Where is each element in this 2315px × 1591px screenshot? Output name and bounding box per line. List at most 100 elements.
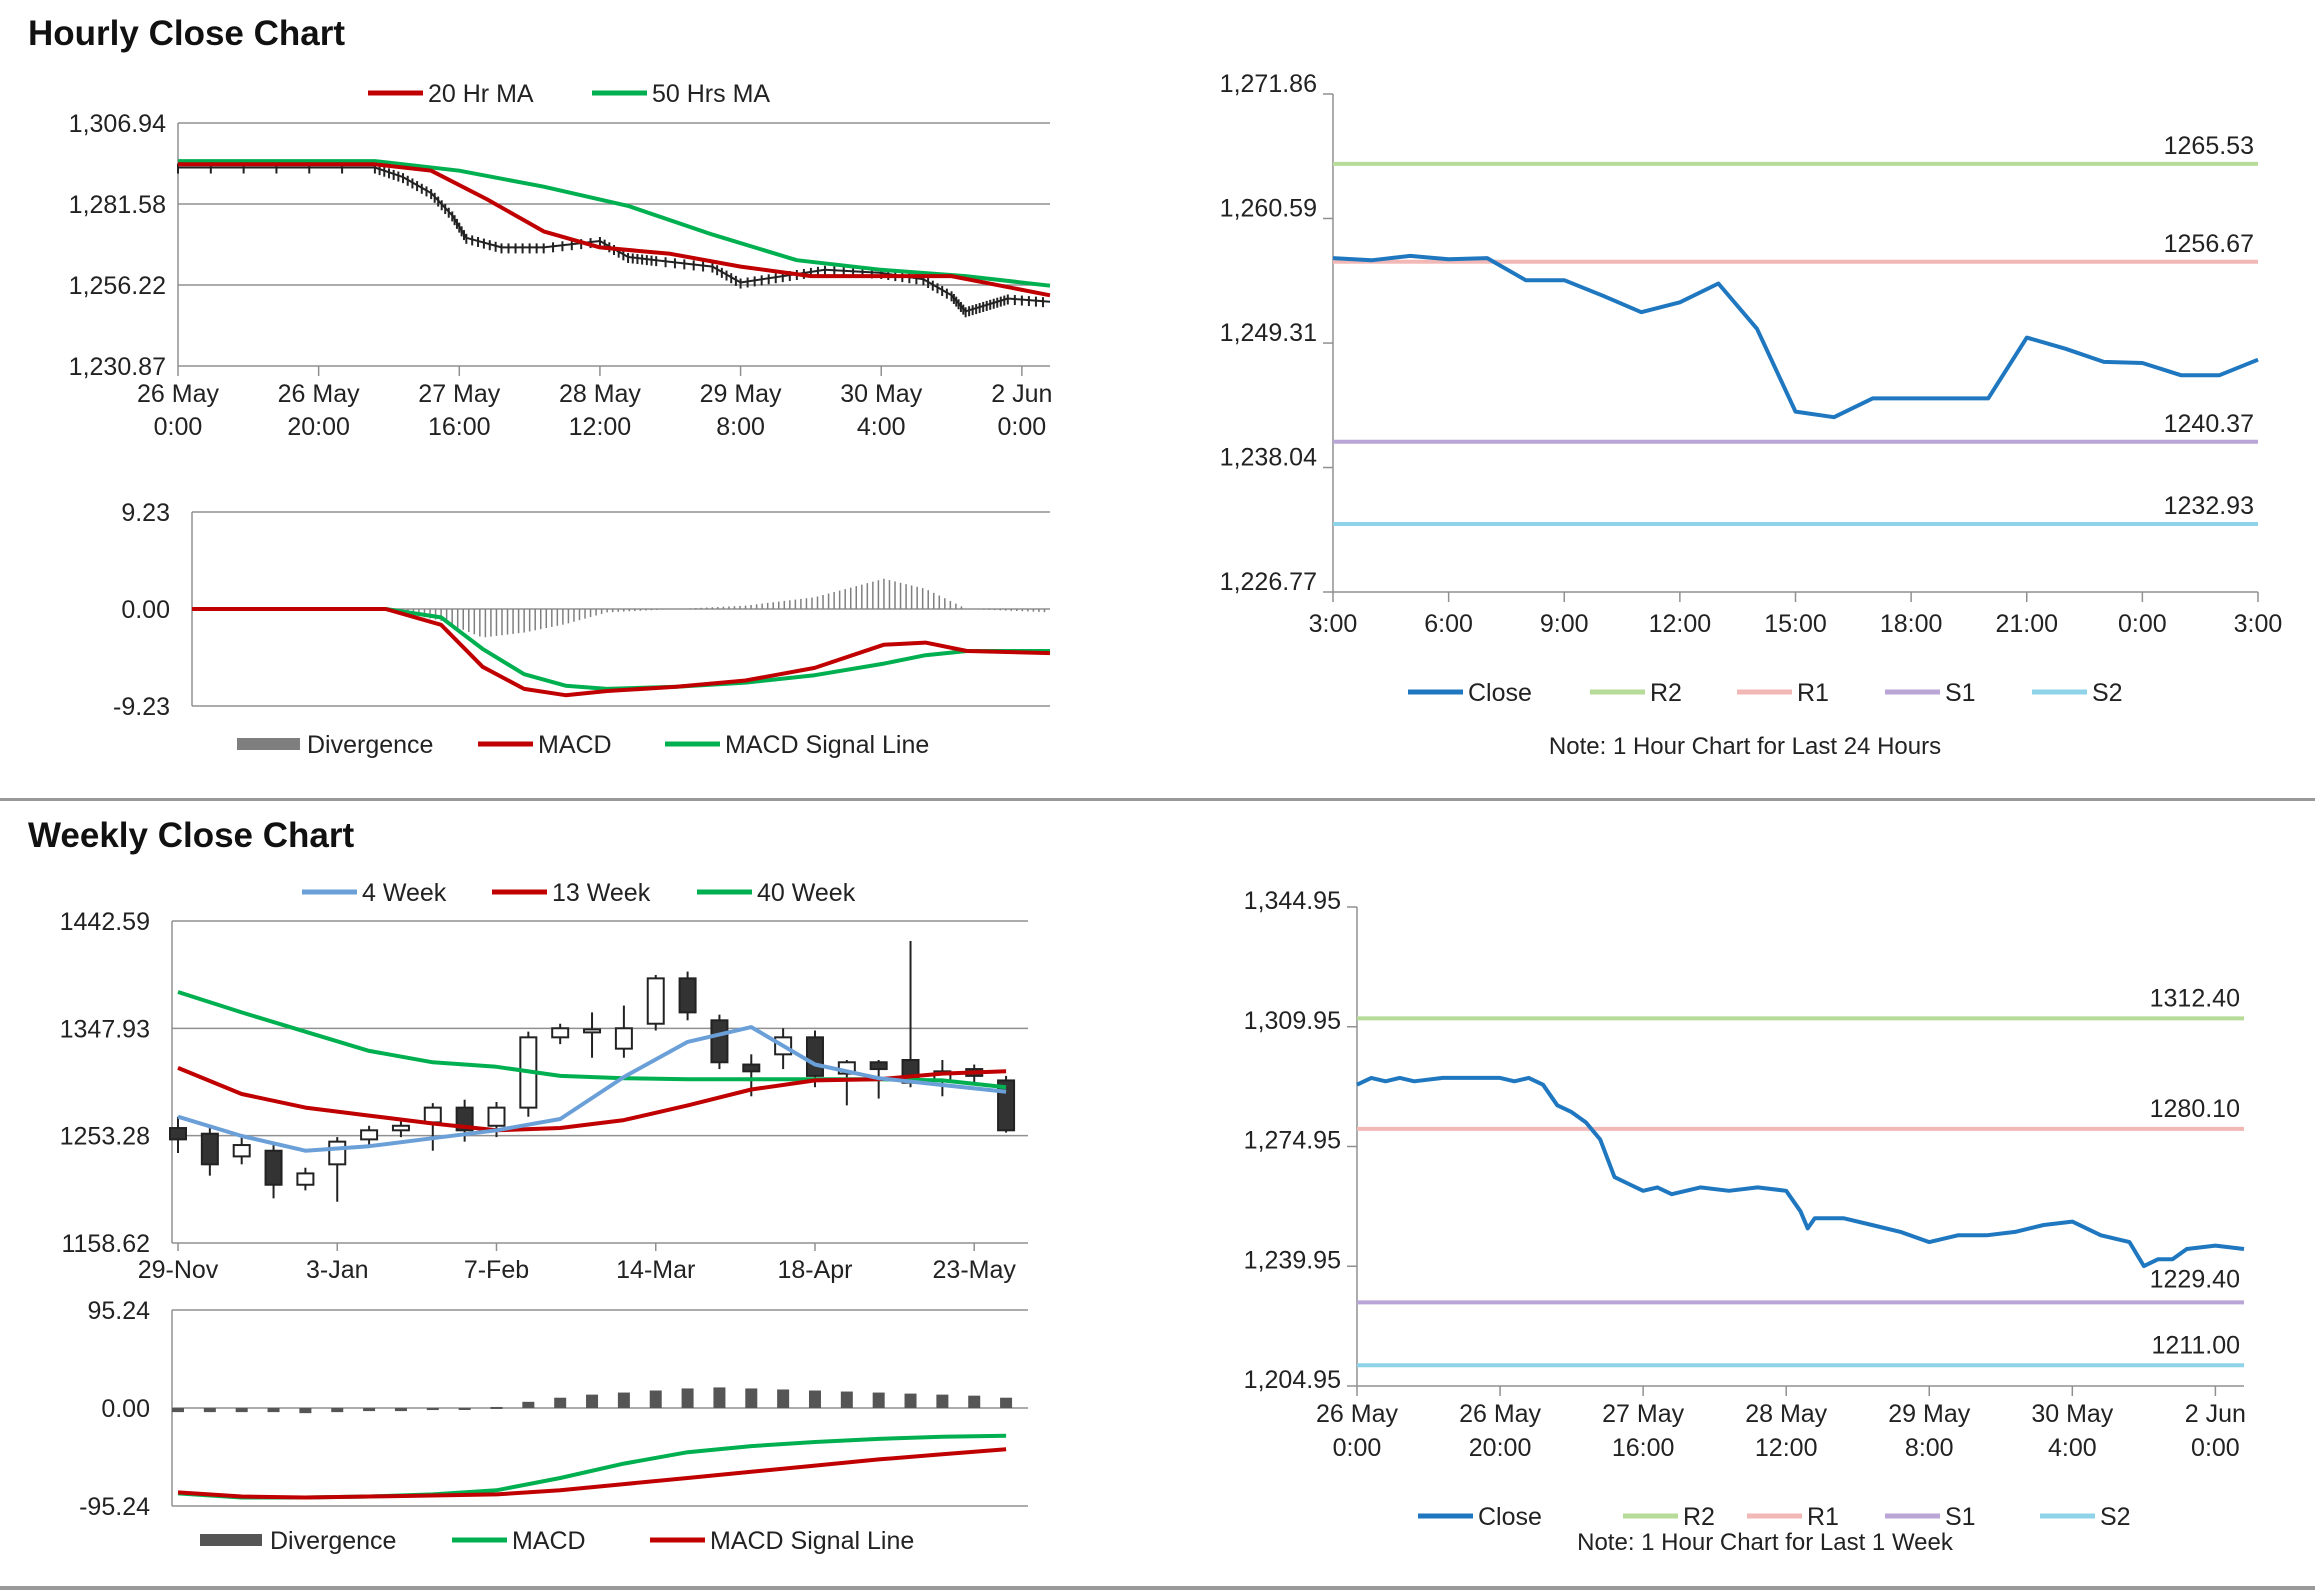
w1w-xtick: 16:00: [1612, 1434, 1675, 1462]
weekly-divergence-bar: [617, 1392, 630, 1408]
weekly-divergence-bar: [681, 1388, 694, 1408]
weekly-legend-signal: MACD Signal Line: [710, 1527, 914, 1555]
weekly-divergence-bar: [872, 1392, 885, 1408]
hourly-xtick: 27 May: [418, 380, 500, 408]
hourly-ytick: 1,230.87: [69, 353, 166, 381]
h24-legend-s1: S1: [1945, 679, 1976, 707]
weekly-candle-body: [487, 1106, 506, 1127]
hourly-macd-ytick: 9.23: [121, 499, 170, 527]
w1w-xtick: 8:00: [1905, 1434, 1954, 1462]
h24-ytick: 1,271.86: [1220, 70, 1317, 98]
h24-level-label-r2: 1265.53: [2164, 132, 2254, 160]
hourly-macd-ytick: -9.23: [113, 693, 170, 721]
weekly-divergence-bar: [490, 1406, 503, 1409]
weekly-divergence-bar: [777, 1389, 790, 1408]
h24-legend-r2: R2: [1650, 679, 1682, 707]
hourly-xtick: 12:00: [569, 413, 632, 441]
w1w-xtick: 28 May: [1745, 1400, 1827, 1428]
weekly-divergence-bar: [235, 1408, 248, 1413]
weekly-candle-body: [200, 1132, 219, 1166]
w1w-xtick: 30 May: [2031, 1400, 2113, 1428]
h24-xtick: 3:00: [1309, 610, 1358, 638]
w1w-ytick: 1,344.95: [1244, 887, 1341, 915]
h24-xtick: 21:00: [1995, 610, 2058, 638]
weekly-divergence-bar: [203, 1408, 216, 1413]
weekly-xtick: 23-May: [933, 1256, 1017, 1284]
w1w-ytick: 1,274.95: [1244, 1127, 1341, 1155]
weekly-xtick: 3-Jan: [306, 1256, 369, 1284]
w1w-legend-s1: S1: [1945, 1503, 1976, 1531]
hourly-ytick: 1,306.94: [69, 110, 166, 138]
weekly-divergence-bar: [968, 1395, 981, 1408]
hourly-legend-ma50: 50 Hrs MA: [652, 80, 770, 108]
h24-xtick: 15:00: [1764, 610, 1827, 638]
hourly-xtick: 2 Jun: [991, 380, 1052, 408]
weekly-xtick: 7-Feb: [464, 1256, 529, 1284]
weekly-divergence-bar: [458, 1408, 471, 1410]
weekly-ytick: 1347.93: [60, 1015, 150, 1043]
weekly-divergence-bar: [299, 1408, 312, 1414]
w1w-xtick: 26 May: [1459, 1400, 1541, 1428]
hourly-ytick: 1,256.22: [69, 272, 166, 300]
h24-ytick: 1,226.77: [1220, 568, 1317, 596]
weekly-candle-body: [583, 1028, 602, 1034]
w1w-level-label-r2: 1312.40: [2150, 984, 2240, 1012]
weekly-4week-line: [177, 1025, 1007, 1153]
w1w-xtick: 20:00: [1469, 1434, 1532, 1462]
hourly-xtick: 30 May: [840, 380, 922, 408]
w1w-level-label-r1: 1280.10: [2150, 1095, 2240, 1123]
hourly-xtick: 26 May: [278, 380, 360, 408]
w1w-legend-r2: R2: [1683, 1503, 1715, 1531]
hourly-xtick: 0:00: [154, 413, 203, 441]
h24-legend-s2: S2: [2092, 679, 2123, 707]
weekly-divergence-bar: [808, 1390, 821, 1408]
weekly-divergence-bar: [936, 1394, 949, 1408]
weekly-divergence-bar: [331, 1408, 344, 1413]
weekly-xtick: 18-Apr: [777, 1256, 852, 1284]
weekly-candle-body: [360, 1129, 379, 1141]
w1w-xtick: 4:00: [2048, 1434, 2097, 1462]
weekly-legend-divergence: Divergence: [270, 1527, 396, 1555]
h24-level-label-s1: 1240.37: [2164, 410, 2254, 438]
weekly-macd-ytick: 95.24: [87, 1297, 150, 1325]
weekly-candle-body: [551, 1027, 570, 1039]
weekly-macd-ytick: 0.00: [101, 1395, 150, 1423]
hourly-section-title: Hourly Close Chart: [28, 14, 345, 53]
hourly-price-line: [178, 166, 1051, 313]
h24-note: Note: 1 Hour Chart for Last 24 Hours: [1549, 733, 1941, 760]
weekly-divergence-bar: [363, 1408, 376, 1412]
weekly-divergence-bar: [426, 1408, 439, 1411]
weekly-divergence-bar: [649, 1390, 662, 1408]
weekly-candle-body: [328, 1140, 347, 1166]
hourly-xtick: 16:00: [428, 413, 491, 441]
h24-xtick: 6:00: [1424, 610, 1473, 638]
weekly-candle-body: [296, 1172, 315, 1186]
h24-close-line: [1332, 253, 2259, 420]
hourly-xtick: 0:00: [998, 413, 1047, 441]
weekly-legend-13week: 13 Week: [552, 879, 651, 907]
weekly-divergence-bar: [172, 1408, 184, 1413]
hourly-xtick: 29 May: [700, 380, 782, 408]
hourly-legend-macd: MACD: [538, 731, 612, 759]
h24-level-label-s2: 1232.93: [2164, 492, 2254, 520]
hourly-xtick: 4:00: [857, 413, 906, 441]
hourly-macd-signal-line: [192, 607, 1050, 691]
bottom-divider: [0, 1586, 2315, 1590]
hourly-macd-ytick: 0.00: [121, 596, 170, 624]
h24-xtick: 12:00: [1649, 610, 1712, 638]
w1w-xtick: 0:00: [1333, 1434, 1382, 1462]
w1w-level-label-s2: 1211.00: [2151, 1331, 2240, 1359]
hourly-legend-divergence: Divergence: [307, 731, 433, 759]
hourly-xtick: 26 May: [137, 380, 219, 408]
weekly-candle-body: [710, 1019, 729, 1064]
weekly-divergence-bar: [586, 1394, 599, 1408]
section-divider: [0, 798, 2315, 801]
weekly-candle-body: [232, 1144, 251, 1158]
weekly-legend-macd: MACD: [512, 1527, 586, 1555]
weekly-divergence-bar: [554, 1397, 567, 1408]
h24-xtick: 0:00: [2118, 610, 2167, 638]
weekly-candle-body: [678, 977, 697, 1014]
weekly-ytick: 1253.28: [60, 1123, 150, 1151]
hourly-legend-signal: MACD Signal Line: [725, 731, 929, 759]
hourly-ytick: 1,281.58: [69, 191, 166, 219]
